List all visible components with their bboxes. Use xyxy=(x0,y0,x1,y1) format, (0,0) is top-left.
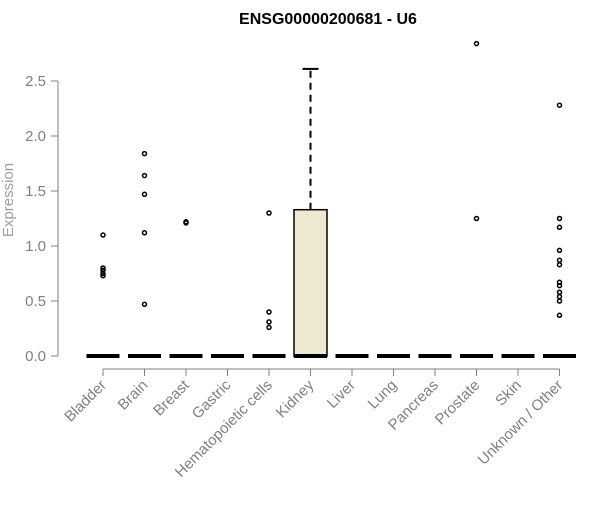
x-tick-label: Bladder xyxy=(61,377,110,426)
y-axis: 0.0 0.5 1.0 1.5 2.0 2.5 xyxy=(25,73,59,365)
outlier-point xyxy=(556,289,563,295)
outlier-point xyxy=(556,224,563,231)
outlier-point xyxy=(141,230,148,236)
chart-title: ENSG00000200681 - U6 xyxy=(239,11,417,28)
outlier-point xyxy=(100,270,106,277)
outlier-point xyxy=(141,191,148,198)
y-axis-label: Expression xyxy=(0,163,17,237)
box-group xyxy=(128,150,161,358)
box-group xyxy=(293,67,328,358)
box xyxy=(293,208,328,357)
x-tick-label: Skin xyxy=(492,377,525,410)
outlier-point xyxy=(266,309,272,315)
outlier-point xyxy=(100,265,106,271)
outlier-point xyxy=(556,298,563,304)
y-tick-label: 0.0 xyxy=(25,348,46,365)
outlier-point xyxy=(556,102,563,108)
x-tick-label: Kidney xyxy=(273,376,318,421)
outlier-point xyxy=(473,215,480,222)
y-tick-label: 1.0 xyxy=(25,238,46,255)
outlier-point xyxy=(556,247,563,254)
outlier-point xyxy=(266,319,272,325)
box-group xyxy=(543,102,576,358)
y-tick-label: 2.0 xyxy=(25,128,46,145)
outlier-point xyxy=(473,40,480,47)
box-group xyxy=(86,232,120,358)
x-tick-label: Prostate xyxy=(432,377,484,429)
y-tick-label: 2.5 xyxy=(25,73,46,90)
outlier-point xyxy=(141,150,148,157)
outlier-point xyxy=(556,312,563,319)
x-tick-label: Lung xyxy=(365,377,401,413)
outlier-point xyxy=(141,172,148,179)
box-group xyxy=(252,210,286,358)
outlier-point xyxy=(556,293,563,300)
x-tick-label: Brain xyxy=(115,377,152,414)
plot-area xyxy=(86,40,576,358)
y-tick-label: 0.5 xyxy=(25,293,46,310)
box-group xyxy=(460,40,493,358)
x-tick-label: Breast xyxy=(150,376,193,419)
outlier-point xyxy=(266,324,272,331)
box-group xyxy=(169,219,203,358)
outlier-point xyxy=(100,232,106,238)
outlier-point xyxy=(556,257,563,264)
y-tick-label: 1.5 xyxy=(25,183,46,200)
outlier-point xyxy=(100,272,106,279)
outlier-point xyxy=(556,261,563,268)
outlier-point xyxy=(556,282,563,289)
outlier-point xyxy=(183,220,189,226)
outlier-point xyxy=(556,215,563,222)
x-tick-label: Liver xyxy=(324,377,359,412)
outlier-point xyxy=(141,301,148,308)
outlier-point xyxy=(266,210,272,216)
